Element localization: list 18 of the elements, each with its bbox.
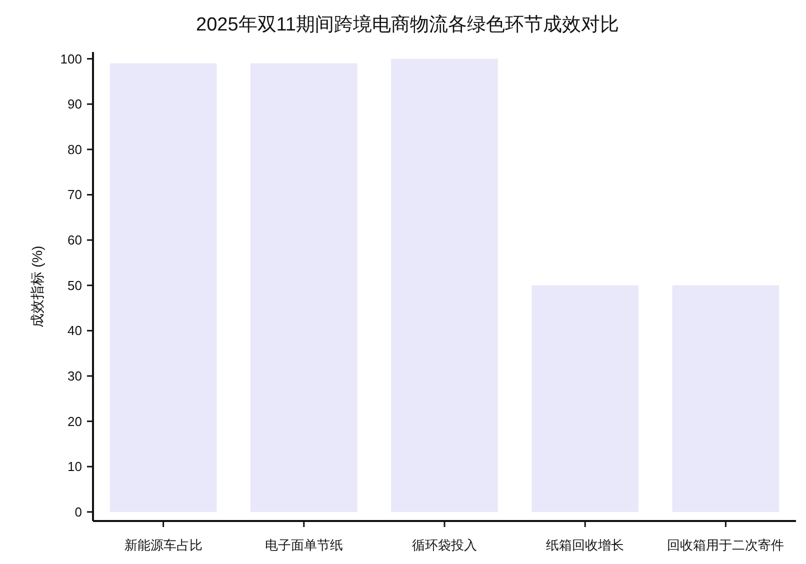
y-axis-title: 成效指标 (%): [29, 246, 45, 328]
y-tick-label: 40: [68, 323, 82, 338]
chart-title: 2025年双11期间跨境电商物流各绿色环节成效对比: [196, 14, 619, 36]
y-tick-label: 70: [68, 187, 82, 202]
y-tick-label: 10: [68, 459, 82, 474]
x-tick-label: 纸箱回收增长: [546, 538, 624, 552]
y-tick-label: 20: [68, 414, 82, 429]
y-tick-label: 90: [68, 96, 82, 112]
x-tick-label: 回收箱用于二次寄件: [667, 538, 784, 552]
y-tick-label: 0: [74, 504, 82, 520]
y-tick-label: 60: [68, 232, 82, 248]
x-tick-label: 电子面单节纸: [264, 538, 343, 552]
y-tick-label: 30: [68, 368, 82, 384]
y-tick-label: 80: [68, 142, 82, 157]
y-tick-label: 50: [68, 278, 82, 293]
x-tick-label: 循环袋投入: [412, 538, 477, 552]
x-tick-label: 新能源车占比: [124, 538, 202, 552]
y-tick-label: 100: [60, 51, 82, 66]
